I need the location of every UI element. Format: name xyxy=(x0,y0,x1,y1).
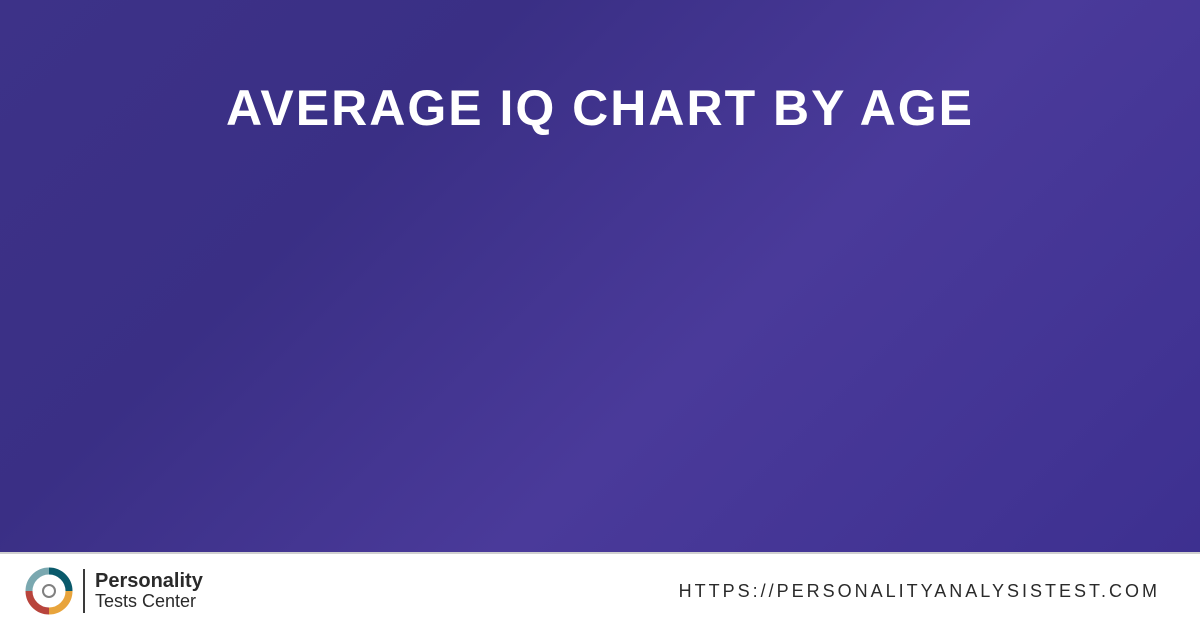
footer-url: HTTPS://PERSONALITYANALYSISTEST.COM xyxy=(679,581,1160,602)
hero-banner: AVERAGE IQ CHART BY AGE xyxy=(0,0,1200,552)
brand-logo-icon xyxy=(25,567,73,615)
brand-name-line2: Tests Center xyxy=(95,592,203,612)
footer-bar: Personality Tests Center HTTPS://PERSONA… xyxy=(0,552,1200,628)
brand-divider xyxy=(83,569,85,613)
brand-block: Personality Tests Center xyxy=(25,567,203,615)
brand-text: Personality Tests Center xyxy=(95,570,203,612)
page-title: AVERAGE IQ CHART BY AGE xyxy=(226,75,974,552)
brand-name-line1: Personality xyxy=(95,570,203,592)
